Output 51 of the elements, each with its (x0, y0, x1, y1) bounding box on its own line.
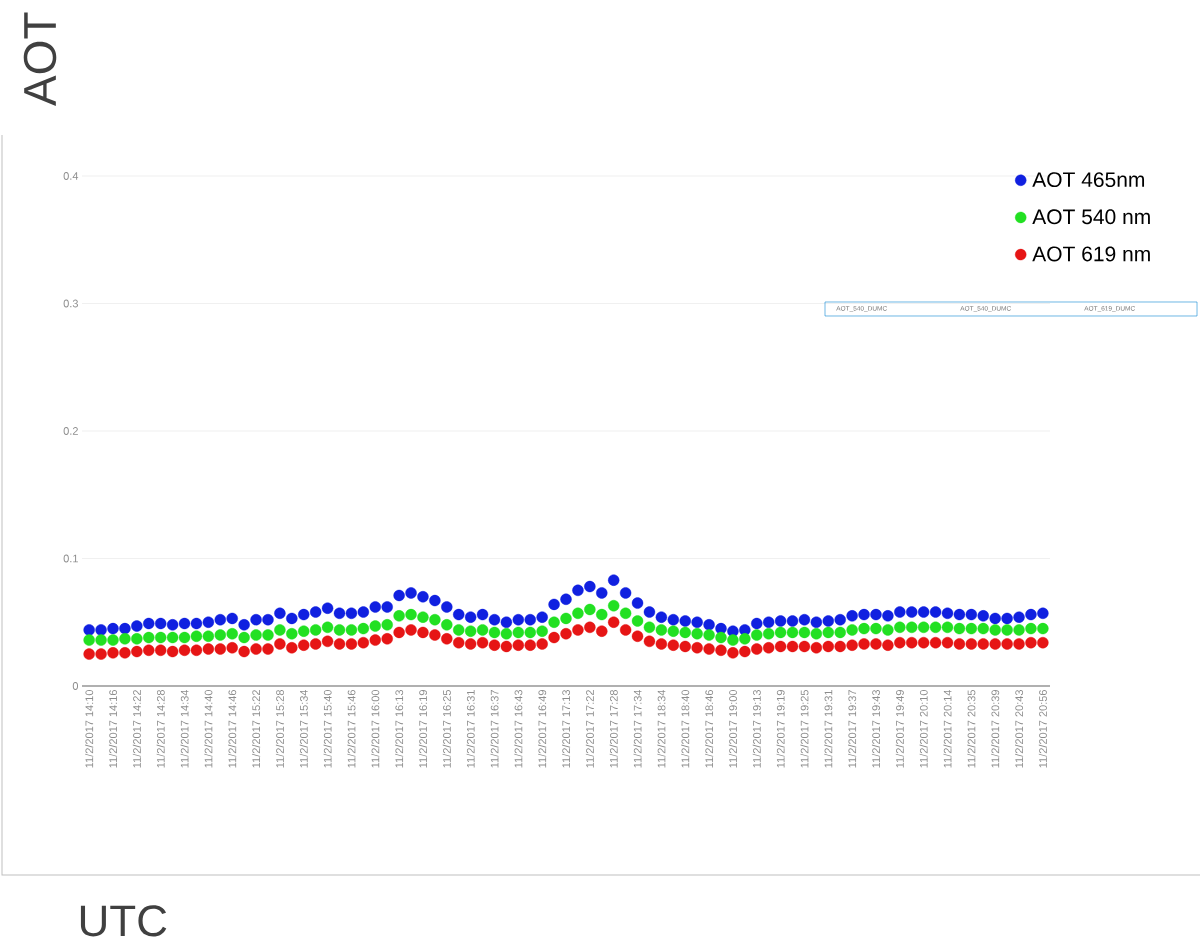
y-tick-label: 0.3 (63, 299, 78, 308)
x-tick-label: 11/2/2017 16:43 (514, 690, 523, 768)
x-tick-label: 11/2/2017 15:46 (347, 690, 356, 768)
x-tick-label: 11/2/2017 15:28 (275, 690, 284, 768)
x-tick-label: 11/2/2017 16:31 (466, 690, 475, 768)
x-tick-label: 11/2/2017 19:00 (728, 689, 737, 768)
y-tick-label: 0.4 (63, 172, 79, 180)
x-tick-label: 11/2/2017 20:35 (967, 690, 976, 768)
x-axis-title: UTC (80, 905, 167, 937)
x-tick-label: 11/2/2017 15:40 (323, 689, 332, 768)
x-tick-label: 11/2/2017 17:22 (585, 690, 594, 768)
x-tick-label: 11/2/2017 18:34 (657, 689, 666, 768)
legend-label: AOT 619 nm (1032, 246, 1150, 262)
x-tick-label: 11/2/2017 20:39 (991, 690, 1000, 768)
legend-label: AOT 540 nm (1032, 209, 1150, 225)
x-tick-label: 11/2/2017 14:22 (132, 690, 141, 768)
x-tick-label: 11/2/2017 20:56 (1038, 690, 1047, 768)
x-tick-label: 11/2/2017 14:10 (85, 689, 94, 768)
x-tick-label: 11/2/2017 17:28 (609, 690, 618, 768)
legend-label: AOT 465nm (1032, 172, 1145, 188)
y-tick-label: 0.1 (63, 554, 78, 563)
x-tick-label: 11/2/2017 17:13 (561, 690, 571, 768)
x-tick-label: 11/2/2017 14:46 (228, 690, 237, 768)
x-tick-label: 11/2/2017 14:40 (204, 689, 213, 768)
y-tick-label: 0.2 (63, 427, 78, 435)
x-tick-label: 11/2/2017 14:34 (180, 689, 189, 768)
x-tick-label: 11/2/2017 19:43 (871, 690, 881, 768)
y-axis-title: AOT (23, 12, 57, 106)
x-tick-label: 11/2/2017 19:19 (776, 690, 785, 768)
x-tick-label: 11/2/2017 14:16 (108, 690, 118, 768)
x-tick-label: 11/2/2017 19:37 (848, 690, 857, 768)
x-tick-label: 11/2/2017 20:10 (919, 689, 928, 768)
x-tick-label: 11/2/2017 15:22 (252, 690, 261, 768)
x-tick-label: 11/2/2017 17:34 (633, 689, 642, 768)
x-tick-label: 11/2/2017 16:37 (490, 690, 499, 768)
x-tick-label: 11/2/2017 20:14 (943, 689, 952, 768)
x-tick-label: 11/2/2017 19:49 (895, 690, 904, 768)
x-tick-label: 11/2/2017 18:40 (681, 689, 690, 768)
x-tick-label: 11/2/2017 16:49 (538, 690, 547, 768)
x-tick-label: 11/2/2017 16:25 (442, 690, 451, 768)
x-tick-label: 11/2/2017 16:19 (418, 690, 427, 768)
x-tick-label: 11/2/2017 16:13 (395, 690, 404, 768)
x-tick-label: 11/2/2017 19:31 (824, 690, 833, 768)
x-tick-label: 11/2/2017 20:43 (1014, 690, 1024, 768)
x-tick-label: 11/2/2017 19:13 (752, 690, 761, 768)
y-tick-label: 0 (72, 682, 79, 690)
x-tick-label: 11/2/2017 16:00 (371, 689, 380, 768)
x-tick-label: 11/2/2017 18:46 (705, 690, 714, 768)
x-tick-label: 11/2/2017 15:34 (299, 689, 308, 768)
x-tick-label: 11/2/2017 14:28 (156, 690, 165, 768)
x-tick-label: 11/2/2017 19:25 (800, 690, 809, 768)
